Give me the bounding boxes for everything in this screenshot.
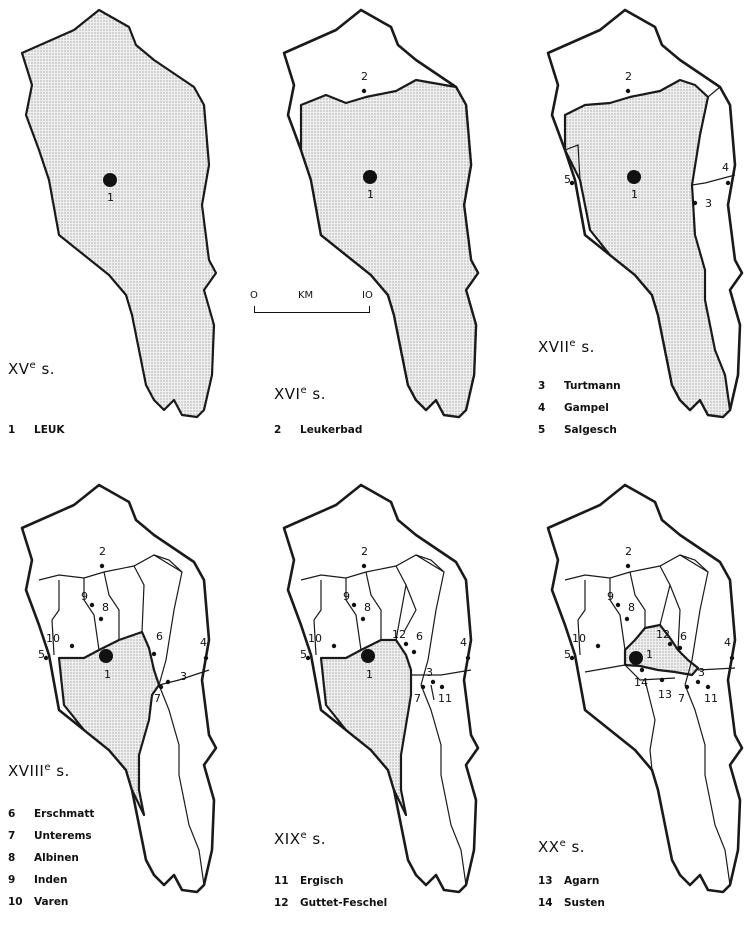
erschmatt-label: 6: [156, 630, 163, 643]
salgesch-label: 5: [564, 173, 571, 186]
legend-item: 1 LEUK: [8, 424, 65, 436]
legend-panel-xvi: 2 Leukerbad: [274, 424, 362, 446]
gampel-marker: [725, 180, 731, 186]
century-heading: XVIe s.: [274, 385, 326, 403]
albinen-label: 8: [102, 601, 109, 614]
leuk-territory: [299, 78, 480, 419]
legend-item: 12 Guttet-Feschel: [274, 897, 388, 909]
century-heading: XVIIe s.: [538, 338, 595, 356]
unterems-label: 7: [678, 692, 685, 705]
leuk-territory: [20, 8, 218, 419]
turtmann-label: 3: [705, 197, 712, 210]
erschmatt-label: 6: [680, 630, 687, 643]
varen-label: 10: [308, 632, 322, 645]
salgesch-label: 5: [300, 648, 307, 661]
albinen-label: 8: [628, 601, 635, 614]
inden-label: 9: [607, 590, 614, 603]
guttet-label: 12: [392, 628, 406, 641]
leuk-territory: [563, 78, 732, 419]
legend-panel-xvii: 3 Turtmann 4 Gampel 5 Salgesch: [538, 380, 621, 446]
varen-label: 10: [46, 632, 60, 645]
legend-item: 10 Varen: [8, 896, 69, 908]
century-heading: XVIIIe s.: [8, 762, 70, 780]
leuk-label: 1: [366, 668, 373, 681]
leuk-label: 1: [631, 188, 638, 201]
agarn-label: 13: [658, 688, 672, 701]
legend-panel-xx: 13 Agarn 14 Susten: [538, 875, 605, 919]
leuk-marker: [99, 649, 113, 663]
map-panel-xv: 1: [20, 8, 218, 419]
leuk-marker: [361, 649, 375, 663]
legend-item: 13 Agarn: [538, 875, 600, 887]
leuk-marker: [629, 651, 643, 665]
leukerbad-label: 2: [625, 545, 632, 558]
leuk-label: 1: [104, 668, 111, 681]
legend-panel-xv: 1 LEUK: [8, 424, 65, 446]
legend-item: 2 Leukerbad: [274, 424, 363, 436]
leuk-territory: [319, 638, 413, 817]
legend-panel-xix: 11 Ergisch 12 Guttet-Feschel: [274, 875, 387, 919]
map-panel-xvii: 2 1 3 4 5: [546, 8, 744, 419]
legend-item: 11 Ergisch: [274, 875, 344, 887]
leukerbad-label: 2: [361, 70, 368, 83]
legend-item: 7 Unterems: [8, 830, 92, 842]
salgesch-label: 5: [38, 648, 45, 661]
leukerbad-label: 2: [625, 70, 632, 83]
legend-item: 3 Turtmann: [538, 380, 621, 392]
leukerbad-marker: [625, 88, 631, 94]
inden-label: 9: [343, 590, 350, 603]
legend-panel-xviii: 6 Erschmatt 7 Unterems 8 Albinen 9 Inden 10 V…: [8, 808, 94, 918]
salgesch-marker: [569, 180, 575, 186]
varen-label: 10: [572, 632, 586, 645]
century-heading: XIXe s.: [274, 830, 326, 848]
leuk-marker: [627, 170, 641, 184]
century-heading: XXe s.: [538, 838, 586, 856]
map-panel-xviii: 2 1 9 8 10 6 4 5 3 7: [20, 483, 218, 894]
century-heading: XVe s.: [8, 360, 56, 378]
leukerbad-label: 2: [99, 545, 106, 558]
susten-label: 14: [634, 676, 648, 689]
unterems-label: 7: [154, 692, 161, 705]
salgesch-label: 5: [564, 648, 571, 661]
turtmann-marker: [692, 200, 698, 206]
legend-item: 9 Inden: [8, 874, 68, 886]
unterems-label: 7: [414, 692, 421, 705]
leukerbad-label: 2: [361, 545, 368, 558]
leuk-marker: [363, 170, 377, 184]
gampel-label: 4: [460, 636, 467, 649]
legend-item: 5 Salgesch: [538, 424, 617, 436]
albinen-label: 8: [364, 601, 371, 614]
ergisch-label: 11: [704, 692, 718, 705]
turtmann-label: 3: [180, 670, 187, 683]
leukerbad-marker: [361, 88, 367, 94]
guttet-label: 12: [656, 628, 670, 641]
gampel-label: 4: [200, 636, 207, 649]
inden-label: 9: [81, 590, 88, 603]
leuk-territory: [623, 623, 700, 677]
legend-item: 14 Susten: [538, 897, 605, 909]
leuk-label: 1: [367, 188, 374, 201]
map-panel-xvi: 2 1: [282, 8, 480, 419]
leuk-label: 1: [646, 648, 653, 661]
legend-item: 4 Gampel: [538, 402, 609, 414]
ergisch-label: 11: [438, 692, 452, 705]
map-panel-xx: 2 1 9 8 10 12 6 4 5 14 13 7 3 11: [546, 483, 744, 894]
turtmann-label: 3: [426, 666, 433, 679]
gampel-label: 4: [724, 636, 731, 649]
erschmatt-label: 6: [416, 630, 423, 643]
leuk-label: 1: [107, 191, 114, 204]
scale-bar: O KM IO: [250, 290, 373, 313]
legend-item: 6 Erschmatt: [8, 808, 95, 820]
turtmann-label: 3: [698, 666, 705, 679]
legend-item: 8 Albinen: [8, 852, 79, 864]
leuk-marker: [103, 173, 117, 187]
gampel-label: 4: [722, 161, 729, 174]
map-panel-xix: 2 1 9 8 10 12 6 4 5 3 7 11: [282, 483, 480, 894]
